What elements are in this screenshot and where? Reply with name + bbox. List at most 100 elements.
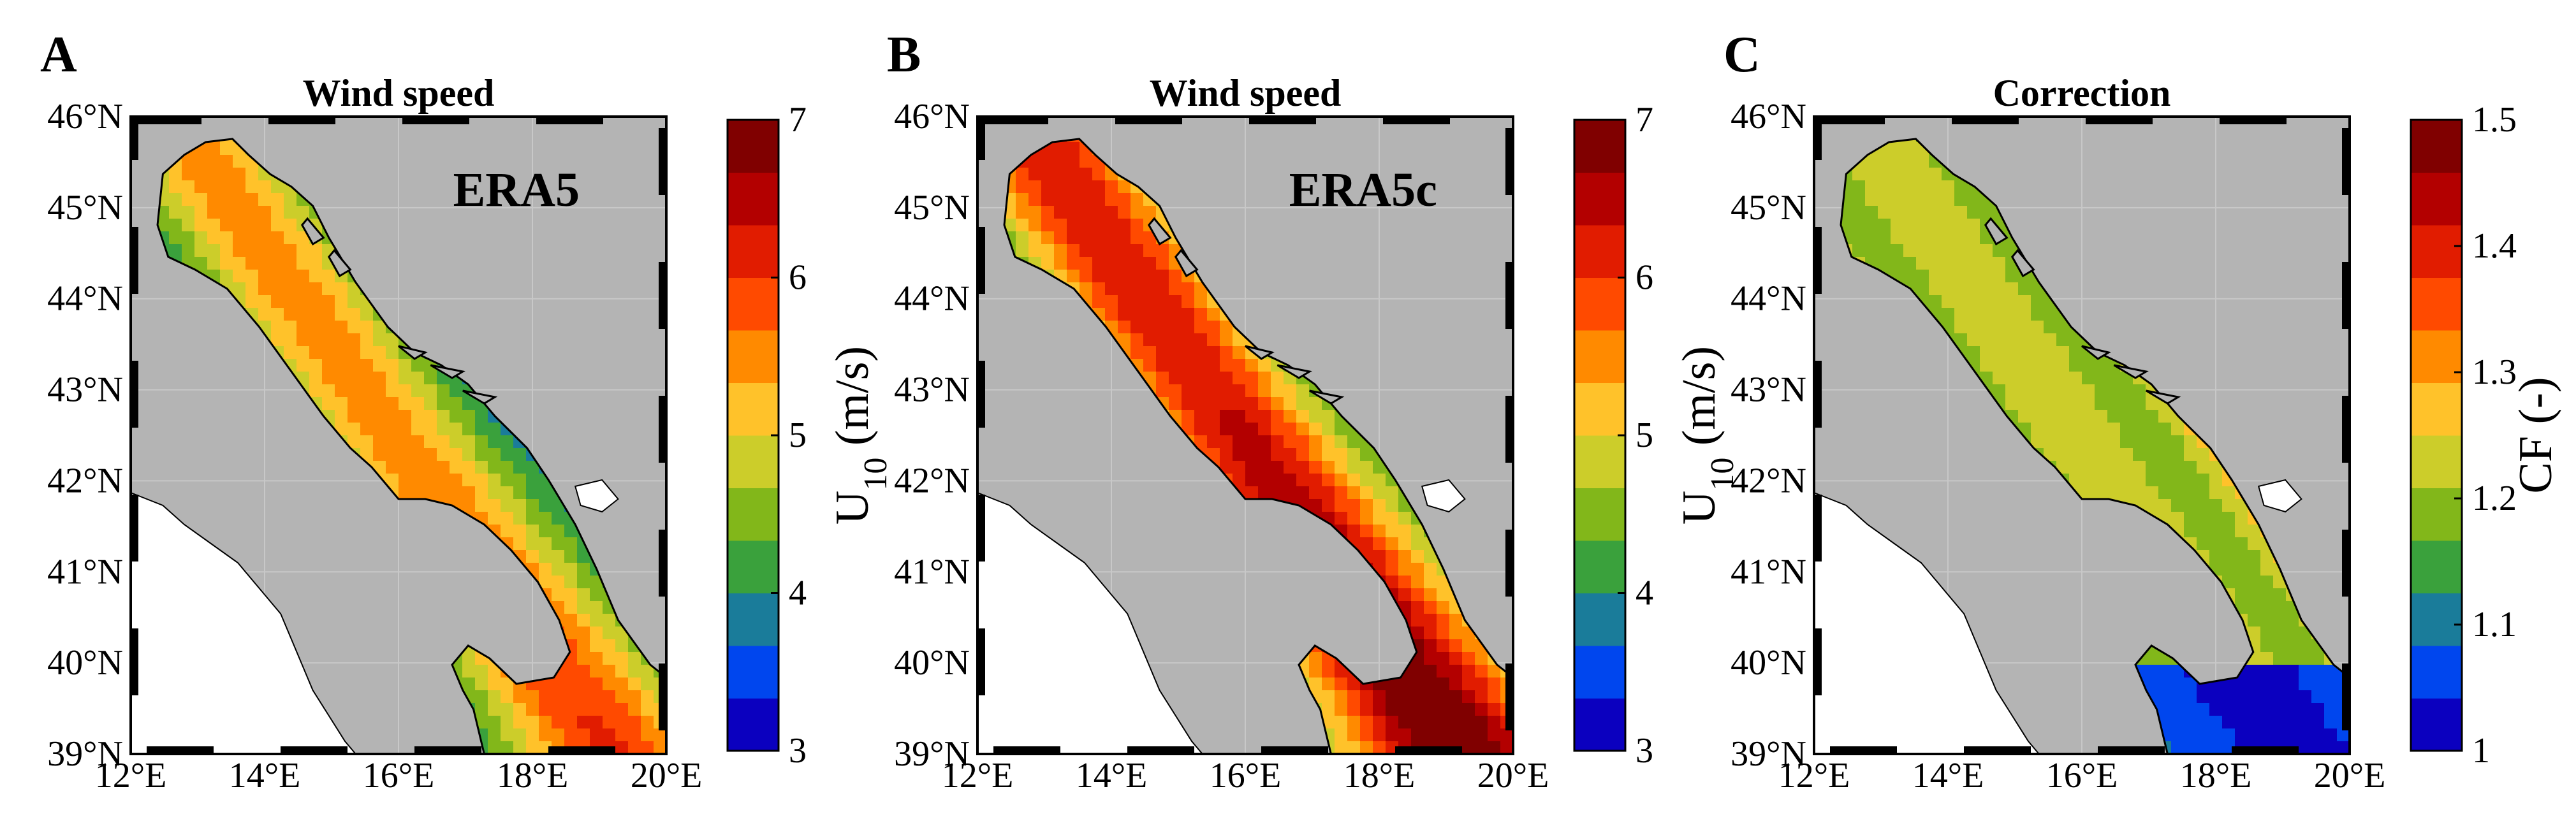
field-cell — [1462, 677, 1475, 691]
map-frame-ticks — [977, 117, 1513, 754]
field-cell — [1322, 665, 1335, 678]
field-cell — [1105, 270, 1118, 283]
field-cell — [348, 346, 361, 359]
field-cell — [322, 397, 335, 410]
field-cell — [1143, 231, 1157, 245]
field-cell — [475, 474, 488, 487]
field-cell — [386, 397, 399, 410]
field-cell — [1841, 219, 1853, 232]
field-cell — [526, 716, 539, 729]
field-cell — [348, 410, 361, 423]
field-cell — [1245, 397, 1259, 410]
field-cell — [577, 550, 590, 563]
field-cell — [1233, 423, 1246, 436]
field-cell — [1386, 703, 1399, 716]
field-cell — [564, 537, 578, 551]
field-cell — [1411, 690, 1424, 704]
field-cell — [1004, 219, 1016, 232]
field-cell — [1865, 231, 1878, 245]
field-cell — [1118, 231, 1131, 245]
field-cell — [1475, 665, 1488, 678]
field-cell — [1092, 257, 1106, 270]
map-panel-c: 46°N45°N44°N43°N42°N41°N40°N39°N12°E 14°E… — [1723, 27, 2385, 795]
field-cell — [1105, 231, 1118, 245]
field-cell — [1424, 703, 1437, 716]
field-cell — [1903, 219, 1917, 232]
field-cell — [1347, 461, 1361, 474]
field-cell — [1347, 512, 1361, 525]
field-cell — [539, 576, 552, 589]
field-cell — [1878, 231, 1891, 245]
field-cell — [271, 270, 284, 283]
field-cell — [1942, 295, 1955, 308]
field-cell — [194, 155, 208, 168]
field-cell — [539, 537, 552, 551]
field-cell — [271, 193, 284, 207]
field-cell — [309, 372, 323, 385]
field-cell — [386, 384, 399, 398]
field-cell — [1156, 257, 1169, 270]
field-cell — [1309, 499, 1322, 512]
field-cell — [258, 244, 272, 257]
field-cell — [513, 448, 527, 461]
field-cell — [462, 665, 476, 678]
lon-tick-label: 16°E — [1210, 756, 1282, 795]
field-cell — [348, 308, 361, 321]
field-cell — [590, 614, 603, 627]
field-cell — [564, 728, 578, 742]
field-cell — [322, 321, 335, 334]
field-cell — [462, 410, 476, 423]
lat-tick-label: 45°N — [894, 188, 970, 228]
field-cell — [1424, 601, 1437, 614]
field-cell — [1967, 270, 1980, 283]
field-cell — [539, 677, 552, 691]
field-cell — [1118, 321, 1131, 334]
field-cell — [1335, 741, 1348, 754]
field-cell — [641, 703, 654, 716]
field-cell — [411, 372, 425, 385]
field-cell — [539, 499, 552, 512]
field-cell — [1220, 461, 1233, 474]
field-cell — [1475, 728, 1488, 742]
colorbar-tick-label: 5 — [789, 416, 807, 455]
field-cell — [1903, 257, 1917, 270]
field-cell — [475, 499, 488, 512]
field-cell — [513, 741, 527, 754]
field-cell — [258, 282, 272, 296]
field-cell — [603, 627, 616, 640]
field-cell — [360, 397, 374, 410]
field-cell — [335, 308, 348, 321]
field-cell — [1424, 677, 1437, 691]
field-cell — [220, 257, 233, 270]
field-cell — [1954, 257, 1968, 270]
field-cell — [335, 282, 348, 296]
island — [574, 479, 619, 513]
field-cell — [1386, 690, 1399, 704]
field-cell — [1916, 270, 1929, 283]
field-cell — [1411, 588, 1424, 602]
field-cell — [475, 410, 488, 423]
field-cell — [552, 677, 565, 691]
field-cell — [1500, 741, 1513, 754]
field-cell — [488, 499, 501, 512]
field-cell — [1296, 448, 1310, 461]
field-cell — [437, 423, 450, 436]
field-cell — [488, 474, 501, 487]
field-cell — [1092, 270, 1106, 283]
field-cell — [1437, 690, 1450, 704]
field-cell — [552, 550, 565, 563]
colorbar-level — [1574, 646, 1625, 699]
field-cell — [386, 346, 399, 359]
field-cell — [1169, 359, 1182, 372]
field-cell — [1335, 435, 1348, 449]
lat-tick-label: 43°N — [47, 370, 123, 410]
field-cell — [386, 410, 399, 423]
panel-letter: A — [40, 27, 77, 83]
field-cell — [1903, 206, 1917, 219]
field-cell — [1143, 372, 1157, 385]
field-cell — [475, 461, 488, 474]
field-cell — [1233, 372, 1246, 385]
field-cell — [526, 499, 539, 512]
field-cell — [1373, 550, 1386, 563]
field-cell — [296, 231, 310, 245]
